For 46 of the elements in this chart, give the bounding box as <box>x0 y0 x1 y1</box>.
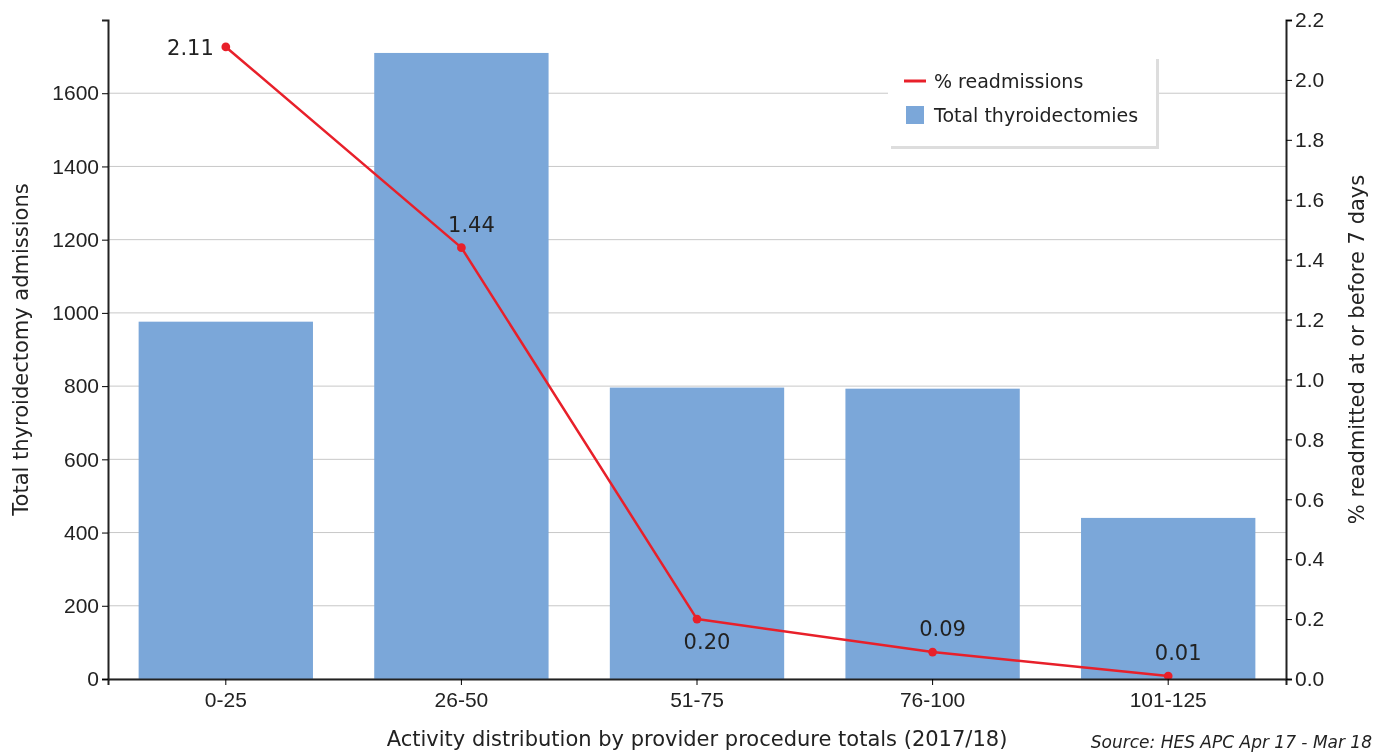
data-label: 0.09 <box>919 617 966 642</box>
x-tick-label: 0-25 <box>204 687 247 711</box>
y2-tick-label: 1.8 <box>1295 128 1325 152</box>
x-tick-label: 101-125 <box>1129 687 1207 711</box>
y2-axis-title: % readmitted at or before 7 days <box>1345 174 1369 525</box>
y-tick-label: 1000 <box>52 301 99 325</box>
data-label: 1.44 <box>448 212 495 237</box>
y-tick-label: 1600 <box>52 81 99 105</box>
x-tick-label: 26-50 <box>434 687 489 711</box>
y2-tick-label: 1.4 <box>1295 247 1325 271</box>
bar <box>609 387 785 679</box>
x-tick-label: 51-75 <box>670 687 724 711</box>
y-tick-label: 800 <box>63 374 99 398</box>
point <box>457 243 466 253</box>
bar <box>845 388 1020 679</box>
bar <box>138 321 313 679</box>
y2-tick-label: 1.2 <box>1295 307 1325 331</box>
y2-tick-label: 0.6 <box>1295 487 1325 511</box>
y2-tick-label: 0.8 <box>1295 427 1325 451</box>
y-axis-title: Total thyroidectomy admissions <box>9 183 33 517</box>
y-tick-label: 1200 <box>52 227 99 251</box>
y2-tick-label: 0.4 <box>1295 547 1325 571</box>
y2-tick-label: 0.2 <box>1295 607 1325 631</box>
y-tick-label: 0 <box>87 667 99 691</box>
point <box>692 614 702 624</box>
y2-tick-label: 2.0 <box>1295 68 1325 92</box>
y2-tick-label: 1.0 <box>1295 367 1325 391</box>
bar <box>374 52 549 679</box>
y2-tick-label: 2.2 <box>1295 8 1325 32</box>
bar <box>1081 517 1256 679</box>
y2-tick-label: 1.6 <box>1295 187 1325 211</box>
point <box>221 42 231 52</box>
y2-tick-label: 0.0 <box>1295 667 1325 691</box>
data-label: 2.11 <box>167 35 214 60</box>
point <box>928 647 937 657</box>
data-label: 0.20 <box>683 630 731 655</box>
source-note: Source: HES APC Apr 17 - Mar 18 <box>1090 732 1373 752</box>
y-tick-label: 200 <box>63 594 99 617</box>
y-tick-label: 1400 <box>52 154 99 178</box>
x-tick-label: 76-100 <box>899 687 966 711</box>
x-axis-title: Activity distribution by provider procedure totals (2017/18) <box>386 727 1008 751</box>
legend-label: Total thyroidectomies <box>933 104 1139 126</box>
y-tick-label: 600 <box>63 447 99 471</box>
y-tick-label: 400 <box>63 520 99 544</box>
legend-label: % readmissions <box>934 70 1084 92</box>
data-label: 0.01 <box>1154 641 1202 665</box>
